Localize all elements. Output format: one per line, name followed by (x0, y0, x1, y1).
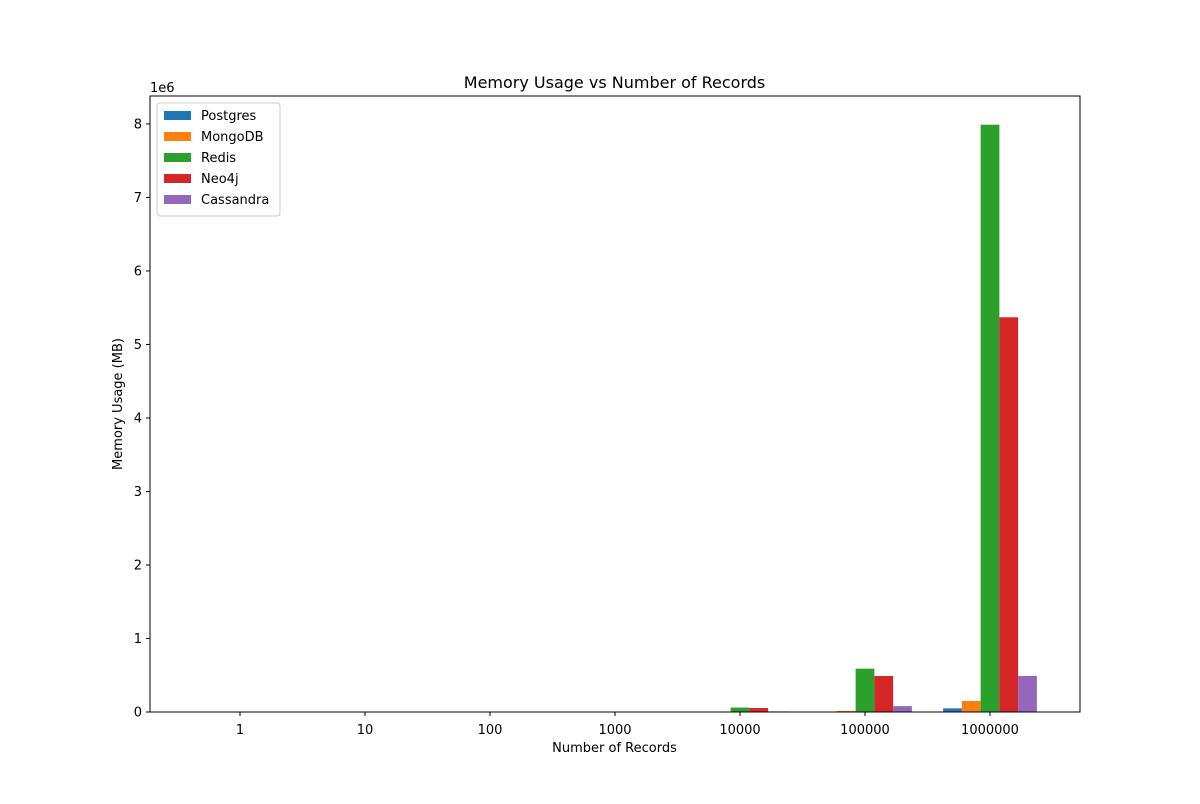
bar-mongodb-1000000 (962, 701, 981, 712)
bar-redis-1000000 (981, 125, 1000, 712)
legend-label-postgres: Postgres (201, 109, 257, 124)
legend: Postgres MongoDB Redis Neo4j Cassandra (157, 103, 280, 216)
legend-label-redis: Redis (201, 151, 236, 166)
y-tick-label: 0 (134, 706, 142, 721)
y-tick-label: 1 (134, 632, 142, 647)
legend-label-cassandra: Cassandra (201, 193, 269, 208)
y-tick-label: 7 (134, 191, 142, 206)
x-tick-label: 1000 (598, 723, 631, 738)
y-axis-label: Memory Usage (MB) (111, 338, 126, 470)
legend-label-neo4j: Neo4j (201, 172, 239, 187)
y-axis-offset-label: 1e6 (150, 81, 175, 96)
bar-neo4j-1000000 (999, 317, 1018, 712)
y-tick-label: 2 (134, 558, 142, 573)
y-tick-label: 6 (134, 264, 142, 279)
x-tick-label: 10 (357, 723, 374, 738)
x-axis-label: Number of Records (552, 741, 677, 756)
x-tick-label: 1000000 (961, 723, 1019, 738)
legend-swatch-neo4j (164, 174, 191, 183)
y-tick-label: 5 (134, 338, 142, 353)
legend-label-mongodb: MongoDB (201, 130, 264, 145)
x-tick-label: 100 (478, 723, 503, 738)
x-tick-label: 100000 (840, 723, 890, 738)
bar-cassandra-100000 (893, 706, 912, 712)
legend-swatch-redis (164, 153, 191, 162)
bar-redis-100000 (856, 669, 875, 712)
y-tick-label: 3 (134, 485, 142, 500)
chart-title: Memory Usage vs Number of Records (464, 73, 765, 92)
y-tick-label: 8 (134, 117, 142, 132)
bar-cassandra-1000000 (1018, 676, 1037, 712)
legend-swatch-mongodb (164, 132, 191, 141)
y-tick-label: 4 (134, 411, 142, 426)
bar-redis-10000 (731, 708, 750, 712)
bar-neo4j-100000 (874, 676, 893, 712)
bar-neo4j-10000 (749, 708, 768, 712)
legend-swatch-postgres (164, 111, 191, 120)
x-tick-label: 1 (236, 723, 244, 738)
legend-swatch-cassandra (164, 195, 191, 204)
x-tick-label: 10000 (719, 723, 760, 738)
bar-postgres-1000000 (943, 708, 962, 712)
